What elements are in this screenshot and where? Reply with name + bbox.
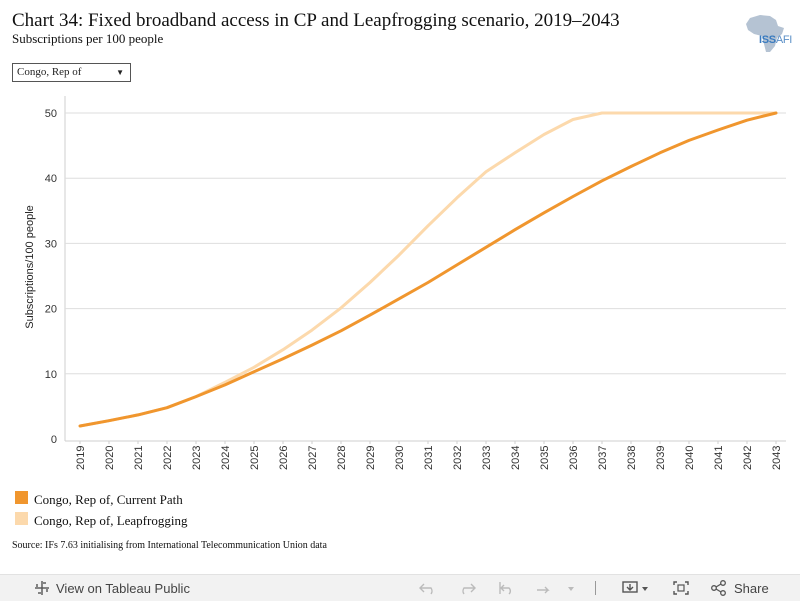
x-tick-label: 2038	[626, 446, 638, 470]
x-tick-label: 2031	[423, 446, 435, 470]
x-tick-label: 2022	[162, 446, 174, 470]
dropdown-arrow-icon: ▼	[116, 68, 124, 77]
x-tick-label: 2035	[539, 446, 551, 470]
x-tick-label: 2030	[394, 446, 406, 470]
country-select-value: Congo, Rep of	[17, 66, 82, 78]
pause-dropdown-button[interactable]	[566, 579, 576, 597]
share-button[interactable]: Share	[710, 579, 769, 597]
x-tick-label: 2037	[597, 446, 609, 470]
view-on-tableau-label: View on Tableau Public	[56, 580, 190, 596]
y-tick-label: 40	[45, 173, 57, 185]
x-tick-label: 2032	[452, 446, 464, 470]
legend-label-current-path: Congo, Rep of, Current Path	[34, 492, 183, 507]
x-tick-label: 2043	[771, 446, 783, 470]
caret-down-icon	[568, 587, 574, 591]
tableau-icon	[35, 581, 49, 595]
x-tick-label: 2019	[75, 446, 87, 470]
country-select[interactable]: Congo, Rep of ▼	[12, 63, 131, 82]
tableau-toolbar: View on Tableau Public Share	[0, 574, 800, 601]
x-tick-label: 2036	[568, 446, 580, 470]
africa-logo-icon	[746, 15, 784, 52]
series-line-current-path	[78, 111, 778, 428]
y-tick-label: 50	[45, 108, 57, 120]
y-tick-label: 10	[45, 369, 57, 381]
x-tick-label: 2021	[133, 446, 145, 470]
logo-sub: AFI	[775, 34, 793, 46]
x-tick-label: 2026	[278, 446, 290, 470]
logo-main: ISS	[759, 34, 776, 46]
view-on-tableau-button[interactable]: View on Tableau Public	[34, 579, 190, 597]
revert-icon	[499, 582, 511, 595]
x-tick-label: 2023	[191, 446, 203, 470]
chart-title: Chart 34: Fixed broadband access in CP a…	[12, 10, 620, 31]
x-tick-label: 2024	[220, 446, 232, 470]
undo-icon	[419, 583, 433, 595]
x-tick-label: 2040	[684, 446, 696, 470]
x-tick-label: 2029	[365, 446, 377, 470]
y-tick-label: 0	[51, 434, 57, 446]
x-tick-label: 2034	[510, 446, 522, 470]
x-tick-label: 2025	[249, 446, 261, 470]
download-button[interactable]	[622, 579, 650, 597]
y-axis-title: Subscriptions/100 people	[24, 205, 36, 329]
x-tick-label: 2020	[104, 446, 116, 470]
source-note: Source: IFs 7.63 initialising from Inter…	[12, 540, 327, 551]
toolbar-divider	[595, 581, 596, 595]
x-tick-label: 2028	[336, 446, 348, 470]
legend-swatch-leapfrogging	[15, 512, 28, 525]
x-tick-label: 2042	[742, 446, 754, 470]
chart-subtitle: Subscriptions per 100 people	[12, 31, 164, 46]
redo-icon	[462, 583, 476, 595]
x-tick-label: 2041	[713, 446, 725, 470]
share-label: Share	[734, 580, 769, 596]
undo-button[interactable]	[418, 579, 438, 597]
fullscreen-icon	[673, 581, 689, 595]
iss-logo-text: ISSAFI	[759, 34, 792, 46]
refresh-button[interactable]	[534, 579, 554, 597]
share-icon	[711, 580, 726, 596]
x-tick-label: 2033	[481, 446, 493, 470]
fullscreen-button[interactable]	[672, 579, 690, 597]
y-tick-label: 30	[45, 238, 57, 250]
legend-swatch-current-path	[15, 491, 28, 504]
x-tick-label: 2027	[307, 446, 319, 470]
revert-button[interactable]	[497, 579, 517, 597]
refresh-icon	[537, 586, 550, 594]
legend-label-leapfrogging: Congo, Rep of, Leapfrogging	[34, 513, 188, 528]
y-tick-label: 20	[45, 304, 57, 316]
series-line-leapfrogging	[78, 111, 778, 428]
download-icon	[622, 581, 648, 593]
redo-button[interactable]	[457, 579, 477, 597]
x-tick-label: 2039	[655, 446, 667, 470]
